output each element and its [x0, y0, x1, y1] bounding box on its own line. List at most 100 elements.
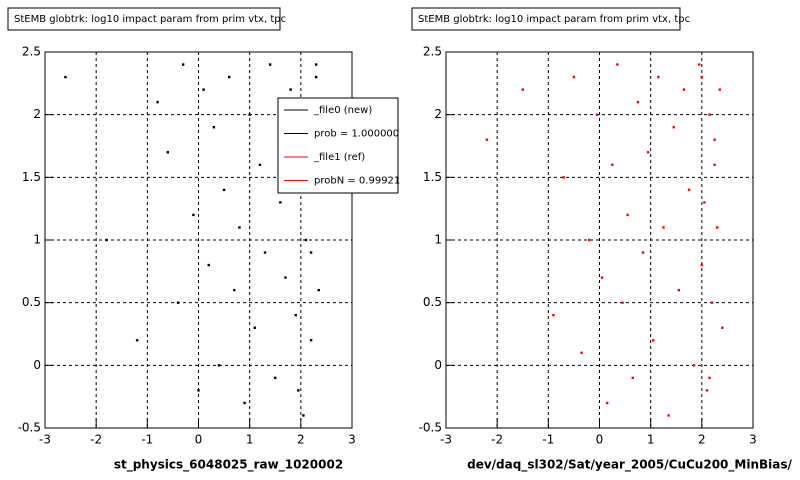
- x-tick-label: -2: [90, 433, 102, 447]
- legend-label: _file0 (new): [313, 105, 372, 116]
- legend-label: prob = 1.000000: [314, 129, 399, 140]
- x-axis-label: dev/daq_sl302/Sat/year_2005/CuCu200_MinB…: [467, 458, 792, 473]
- y-tick-label: 0.5: [423, 295, 442, 309]
- point: [228, 75, 231, 79]
- point: [611, 163, 614, 166]
- point: [641, 251, 645, 254]
- x-tick-label: 1: [647, 433, 655, 447]
- legend: _file0 (new) prob = 1.000000 _file1 (ref) p…: [277, 97, 400, 194]
- point: [595, 113, 599, 116]
- point: [314, 75, 318, 79]
- point: [258, 163, 262, 166]
- point: [268, 63, 272, 66]
- point: [600, 276, 604, 279]
- point: [192, 213, 195, 217]
- point: [572, 75, 576, 79]
- point: [202, 88, 205, 91]
- point: [682, 88, 686, 91]
- y-tick-label: 1.5: [423, 170, 442, 184]
- point: [485, 138, 489, 141]
- point: [708, 113, 711, 116]
- point: [238, 226, 241, 229]
- point: [677, 288, 681, 292]
- point: [248, 113, 251, 116]
- x-tick-label: -3: [440, 433, 452, 447]
- point: [631, 376, 634, 380]
- y-tick-label: -0.5: [18, 421, 41, 435]
- chart-title: StEMB globtrk: log10 impact param from p…: [418, 14, 690, 25]
- point: [621, 301, 624, 304]
- point: [181, 63, 185, 66]
- point: [626, 213, 629, 217]
- point: [166, 151, 169, 154]
- point: [233, 288, 236, 292]
- point: [135, 339, 139, 342]
- y-tick-label: -0.5: [419, 421, 442, 435]
- point: [217, 364, 221, 367]
- point: [176, 301, 180, 304]
- point: [652, 339, 655, 342]
- point: [715, 226, 719, 229]
- point: [309, 251, 313, 254]
- point: [552, 314, 555, 317]
- x-tick-label: 1: [246, 433, 254, 447]
- point: [562, 176, 565, 179]
- point: [588, 238, 591, 242]
- x-tick-label: 2: [297, 433, 305, 447]
- y-tick-label: 2.5: [22, 45, 41, 59]
- y-tick-label: 1: [33, 233, 41, 247]
- y-tick-label: 0: [33, 358, 41, 372]
- x-tick-label: 3: [348, 433, 356, 447]
- point: [672, 126, 675, 129]
- point: [243, 401, 246, 405]
- point: [284, 276, 287, 279]
- point: [710, 301, 714, 304]
- point: [279, 201, 282, 204]
- legend-box: [277, 97, 399, 194]
- y-tick-label: 2: [434, 107, 442, 121]
- point: [253, 326, 256, 329]
- point: [616, 63, 619, 66]
- point: [713, 138, 716, 141]
- point: [197, 389, 200, 392]
- point: [302, 414, 305, 417]
- point: [521, 88, 524, 91]
- point: [605, 401, 609, 405]
- point: [698, 63, 701, 66]
- point: [156, 100, 159, 104]
- plot-frame: [44, 51, 353, 429]
- point: [314, 63, 318, 66]
- point: [636, 100, 640, 104]
- point: [646, 151, 650, 154]
- y-tick-label: 2.5: [423, 45, 442, 59]
- x-axis-label: st_physics_6048025_raw_1020002: [114, 458, 343, 473]
- x-tick-label: -3: [39, 433, 51, 447]
- x-tick-label: 0: [596, 433, 604, 447]
- point: [662, 226, 665, 229]
- legend-label: _file1 (ref): [313, 152, 365, 163]
- point: [657, 75, 660, 79]
- x-tick-label: -1: [542, 433, 554, 447]
- point: [105, 238, 108, 242]
- point: [700, 263, 704, 267]
- point: [721, 326, 724, 329]
- point: [687, 188, 691, 192]
- y-tick-label: 0: [434, 358, 442, 372]
- point: [207, 263, 210, 267]
- chart-title: StEMB globtrk: log10 impact param from p…: [14, 14, 286, 25]
- y-tick-label: 1: [434, 233, 442, 247]
- title-box: [7, 7, 281, 31]
- point: [289, 88, 292, 91]
- x-tick-label: 2: [698, 433, 706, 447]
- x-tick-label: 3: [749, 433, 757, 447]
- point: [705, 389, 709, 392]
- point: [708, 376, 711, 380]
- legend-label: probN = 0.99921: [314, 176, 400, 187]
- point: [263, 251, 267, 254]
- point: [64, 75, 67, 79]
- point: [309, 339, 313, 342]
- point: [667, 414, 670, 417]
- point: [294, 314, 297, 317]
- point: [297, 389, 300, 392]
